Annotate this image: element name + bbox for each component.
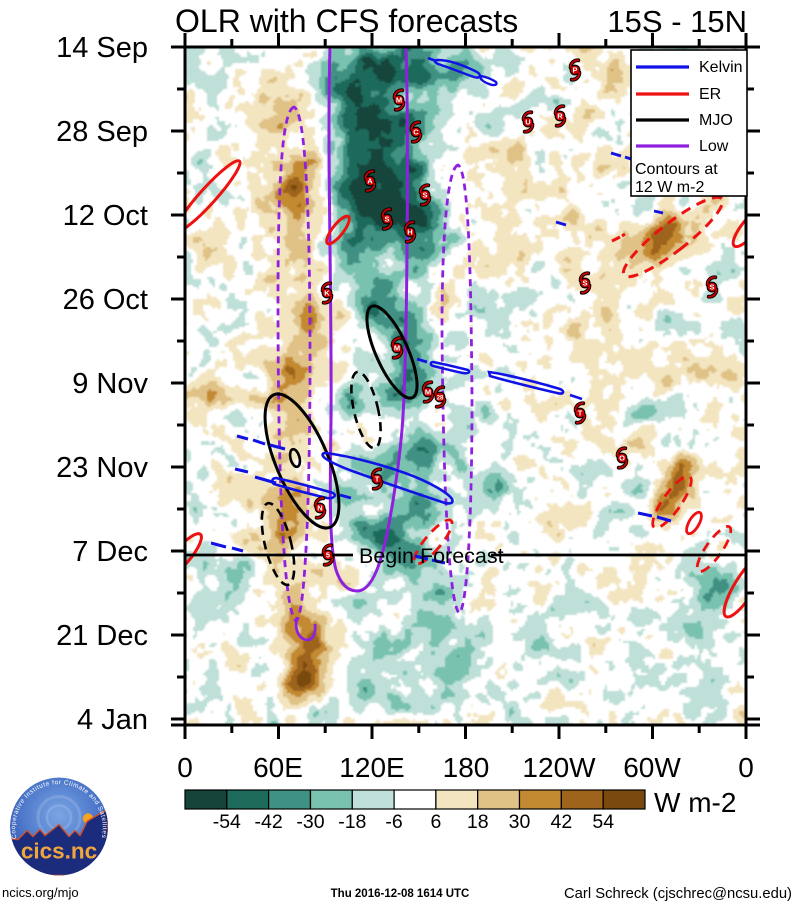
svg-text:5: 5 [326, 551, 330, 560]
svg-text:15S - 15N: 15S - 15N [607, 4, 747, 39]
svg-text:N: N [317, 504, 322, 513]
svg-text:M: M [396, 96, 402, 105]
svg-text:K: K [324, 289, 330, 298]
svg-text:C: C [413, 128, 419, 137]
svg-text:OLR with CFS forecasts: OLR with CFS forecasts [175, 3, 518, 39]
svg-text:Contours at: Contours at [635, 161, 718, 178]
svg-text:W m-2: W m-2 [654, 787, 736, 818]
svg-text:21 Dec: 21 Dec [56, 620, 148, 652]
svg-text:cics.nc: cics.nc [21, 839, 97, 864]
svg-text:Low: Low [699, 138, 729, 155]
svg-text:6: 6 [430, 811, 441, 833]
svg-text:ER: ER [699, 86, 721, 103]
svg-text:S: S [422, 191, 427, 200]
svg-text:S: S [384, 215, 389, 224]
svg-text:S: S [709, 283, 714, 292]
svg-text:Carl Schreck (cjschrec@ncsu.ed: Carl Schreck (cjschrec@ncsu.edu) [564, 886, 792, 902]
svg-text:H: H [407, 228, 412, 237]
svg-text:R: R [557, 112, 563, 121]
svg-text:0: 0 [738, 752, 754, 783]
svg-text:P: P [572, 66, 577, 75]
svg-text:120W: 120W [522, 752, 596, 783]
svg-text:23 Nov: 23 Nov [56, 452, 148, 484]
svg-text:12 Oct: 12 Oct [63, 200, 148, 232]
svg-text:-54: -54 [213, 811, 241, 833]
svg-text:28: 28 [437, 396, 444, 402]
svg-text:12 W m-2: 12 W m-2 [635, 179, 704, 196]
svg-text:M: M [425, 388, 431, 397]
svg-text:30: 30 [509, 811, 531, 833]
svg-text:60W: 60W [623, 752, 681, 783]
svg-text:0: 0 [177, 752, 193, 783]
svg-text:26 Oct: 26 Oct [63, 284, 148, 316]
svg-text:-18: -18 [338, 811, 366, 833]
svg-text:T: T [375, 475, 380, 484]
svg-text:28 Sep: 28 Sep [56, 116, 148, 148]
svg-text:Thu 2016-12-08 1614 UTC: Thu 2016-12-08 1614 UTC [331, 888, 470, 900]
svg-text:Kelvin: Kelvin [699, 59, 743, 76]
svg-text:-30: -30 [296, 811, 324, 833]
svg-text:18: 18 [467, 811, 489, 833]
svg-text:MJO: MJO [699, 112, 733, 129]
svg-text:A: A [367, 177, 373, 186]
svg-text:14 Sep: 14 Sep [56, 32, 148, 64]
svg-text:T: T [578, 409, 583, 418]
svg-text:Begin Forecast: Begin Forecast [359, 544, 504, 568]
svg-text:U: U [525, 118, 530, 127]
svg-text:4 Jan: 4 Jan [77, 704, 148, 736]
svg-text:180: 180 [443, 752, 490, 783]
svg-text:60E: 60E [253, 752, 303, 783]
svg-text:42: 42 [551, 811, 573, 833]
svg-text:-6: -6 [385, 811, 402, 833]
svg-text:120E: 120E [339, 752, 404, 783]
svg-text:7 Dec: 7 Dec [72, 536, 148, 568]
svg-text:M: M [394, 344, 400, 353]
svg-text:ncics.org/mjo: ncics.org/mjo [2, 885, 79, 900]
svg-text:54: 54 [592, 811, 614, 833]
svg-text:-42: -42 [255, 811, 283, 833]
svg-text:9 Nov: 9 Nov [72, 368, 148, 400]
svg-text:O: O [619, 454, 625, 463]
svg-text:S: S [582, 279, 587, 288]
